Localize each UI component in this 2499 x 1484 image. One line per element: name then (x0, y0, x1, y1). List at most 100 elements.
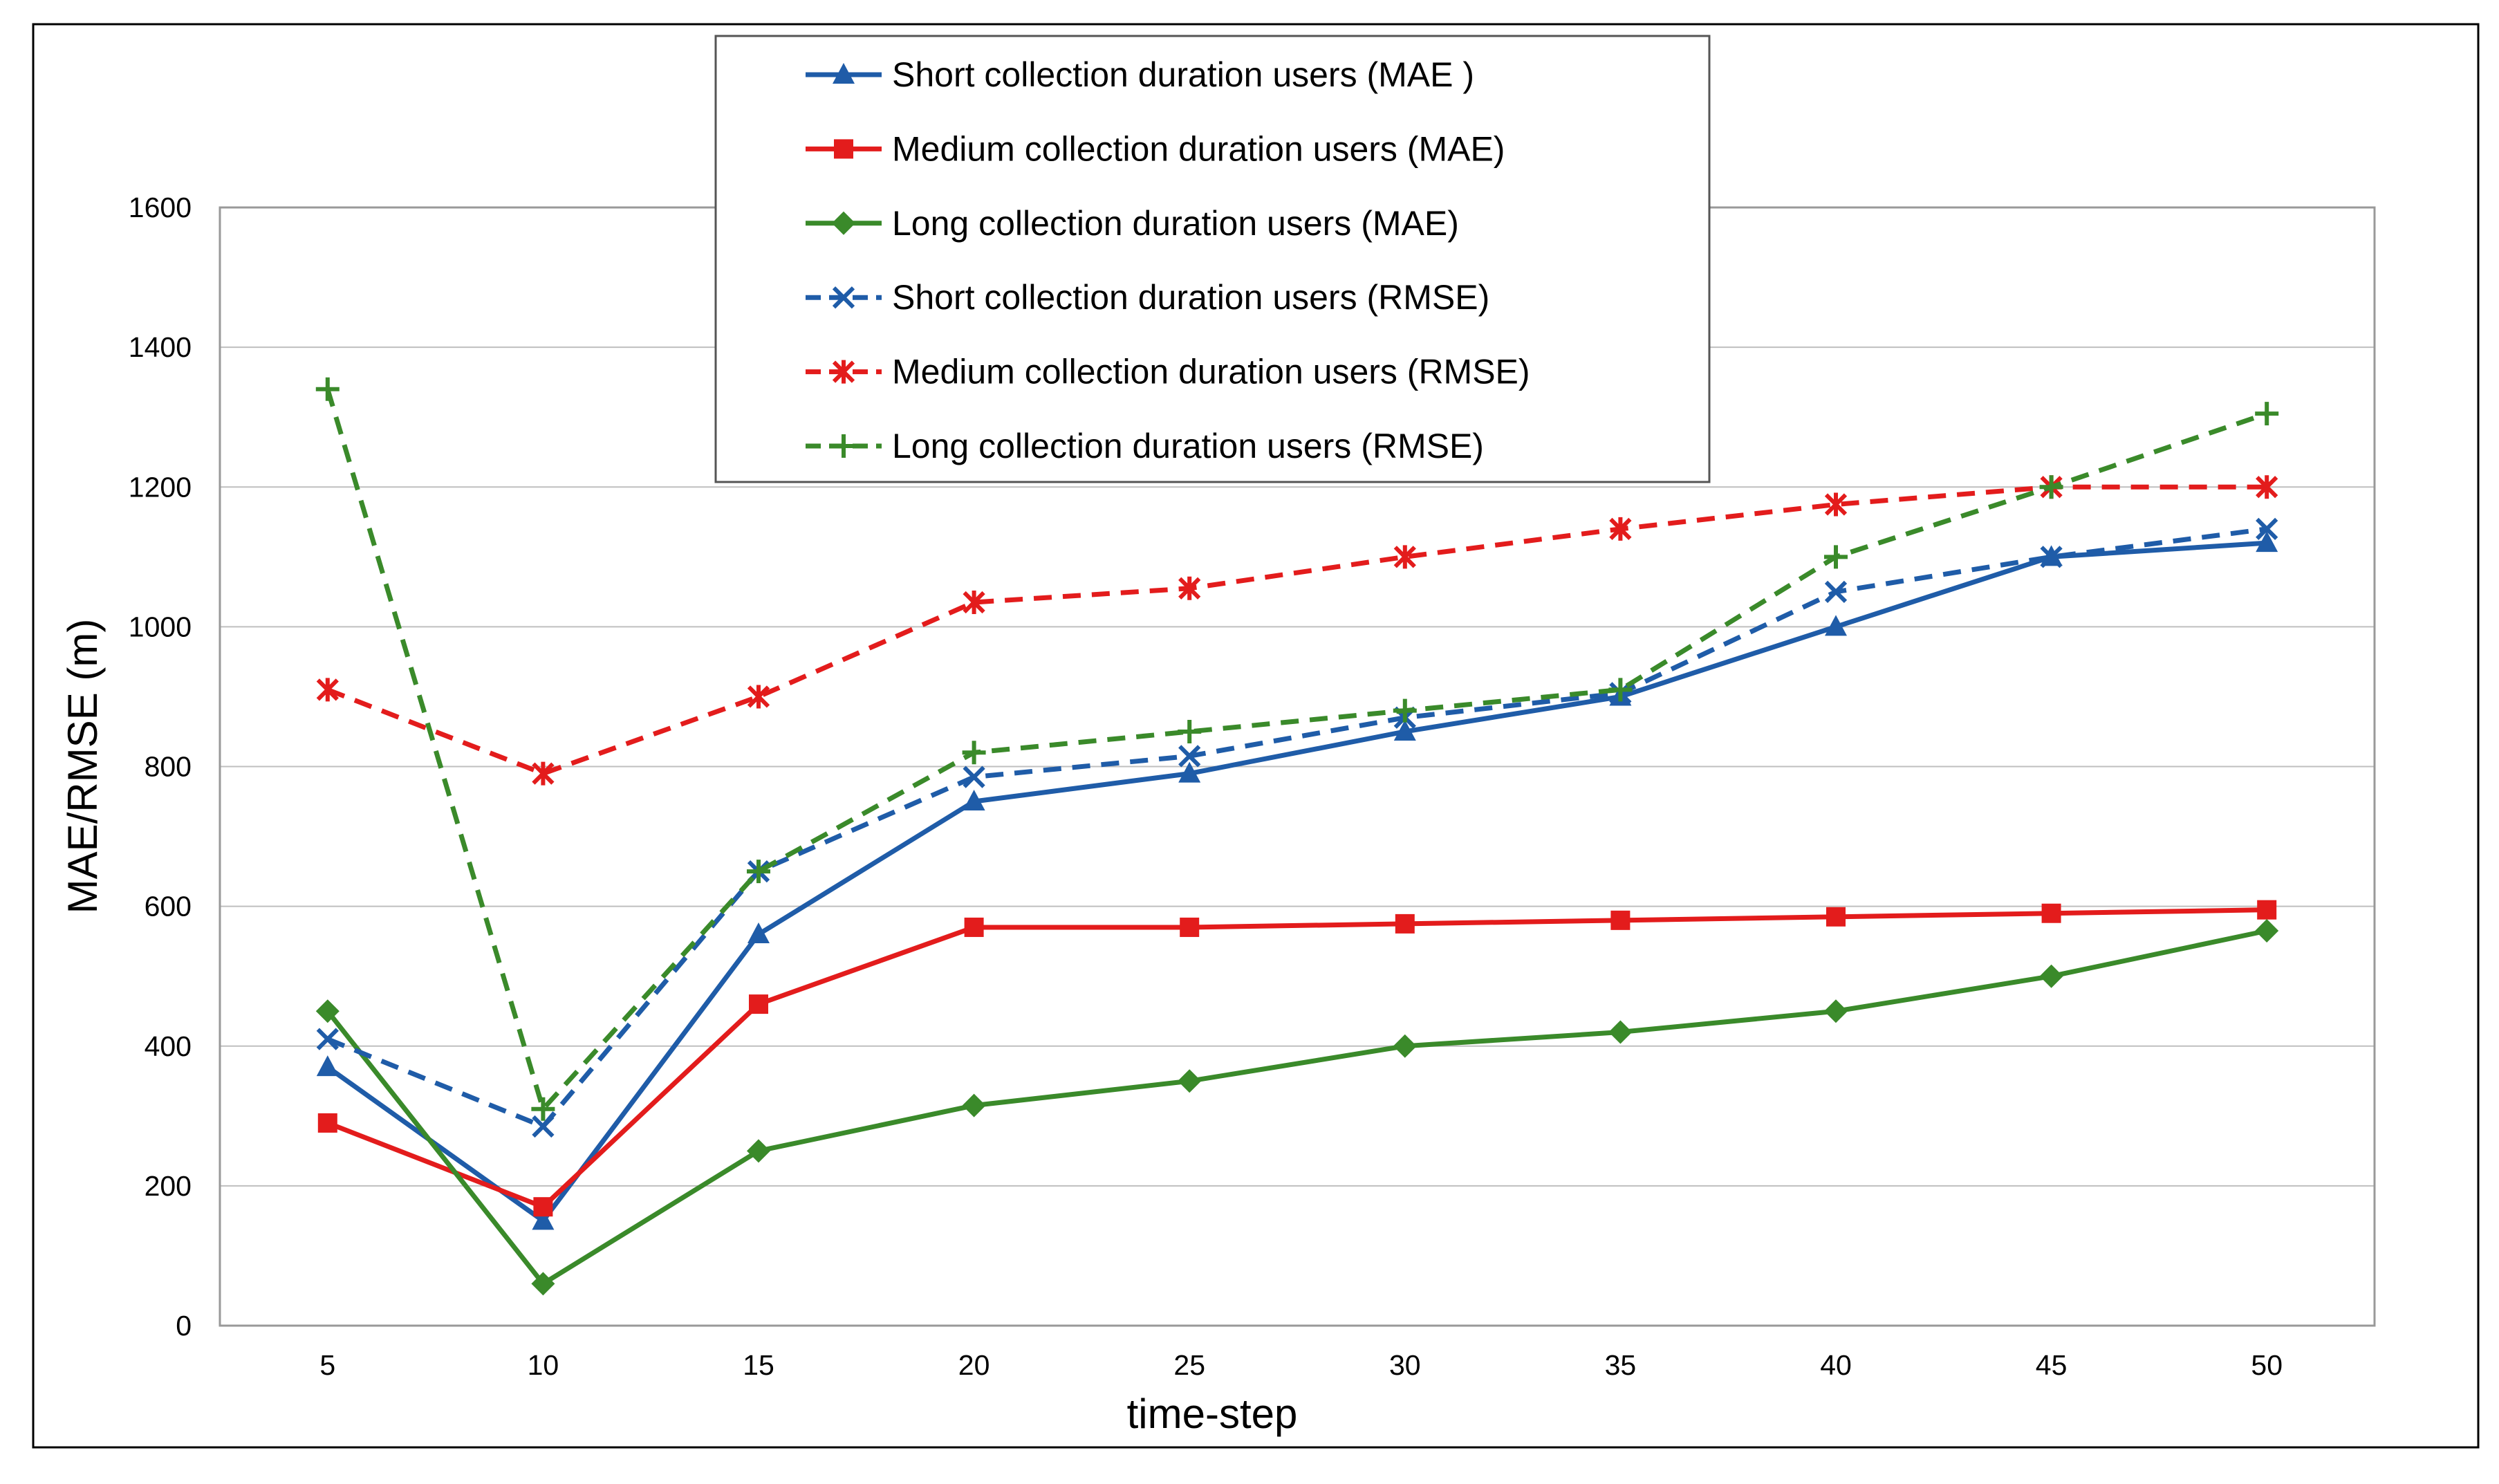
data-point (532, 761, 555, 786)
data-point (1824, 545, 1848, 569)
data-point (962, 741, 986, 765)
y-tick-label: 600 (145, 891, 192, 922)
data-point (1178, 761, 1201, 783)
data-point (2256, 531, 2278, 553)
data-point (1609, 517, 1632, 541)
data-point (531, 1097, 555, 1121)
legend-marker (832, 360, 855, 384)
data-point (1393, 1034, 1417, 1058)
y-tick-label: 800 (145, 751, 192, 783)
x-axis-title: time-step (1127, 1391, 1298, 1437)
legend: Short collection duration users (MAE ) Me… (714, 35, 1711, 483)
data-point (2039, 964, 2063, 988)
data-point (532, 1115, 555, 1138)
data-point (964, 917, 984, 937)
y-tick-label: 1600 (129, 192, 192, 223)
legend-marker (832, 211, 855, 235)
series-2 (317, 900, 2277, 1217)
x-tick-label: 40 (1820, 1349, 1852, 1381)
x-tick-label: 20 (958, 1349, 990, 1381)
series-line (326, 526, 2267, 1129)
x-tick-label: 25 (1173, 1349, 1205, 1381)
data-point (1825, 615, 1847, 636)
y-tick-label: 400 (145, 1030, 192, 1062)
data-point (747, 685, 770, 709)
legend-entry: Medium collection duration users (MAE) (806, 129, 1505, 168)
data-point (2255, 918, 2279, 943)
legend-entry: Short collection duration users (RMSE) (806, 278, 1489, 317)
legend-label: Short collection duration users (RMSE) (892, 278, 1489, 317)
gridlines (220, 346, 2375, 1187)
x-tick-label: 35 (1605, 1349, 1637, 1381)
data-point (316, 1028, 339, 1050)
legend-label: Long collection duration users (RMSE) (892, 427, 1484, 465)
data-point (316, 1055, 339, 1077)
data-point (1610, 910, 1631, 930)
data-point (1608, 1020, 1633, 1044)
y-axis-title: MAE/RMSE (m) (59, 619, 106, 914)
series-3 (315, 918, 2279, 1296)
data-point (1393, 719, 1416, 741)
data-point (1826, 907, 1846, 927)
x-tick-label: 15 (743, 1349, 774, 1381)
data-point (1824, 999, 1848, 1023)
data-point (1178, 576, 1201, 600)
legend-marker (832, 286, 855, 309)
data-point (1824, 492, 1848, 517)
data-point (747, 860, 770, 884)
data-point (1824, 580, 1848, 603)
data-point (962, 1093, 986, 1117)
data-point (749, 994, 768, 1014)
series-6 (315, 377, 2279, 1121)
legend-entry: Medium collection duration users (RMSE) (806, 353, 1530, 391)
data-point (315, 377, 340, 401)
data-point (2255, 402, 2279, 426)
data-point (747, 922, 770, 944)
data-point (1178, 745, 1201, 768)
data-point (1180, 917, 1200, 937)
legend-entry: Short collection duration users (MAE ) (806, 55, 1474, 94)
data-point (963, 790, 985, 811)
data-point (2039, 475, 2063, 499)
x-tick-label: 30 (1389, 1349, 1421, 1381)
data-point (2257, 900, 2277, 920)
data-point (531, 1272, 555, 1296)
data-point (1393, 698, 1417, 723)
data-point (316, 678, 339, 702)
series-5 (316, 475, 2278, 786)
x-axis: 5 10 15 20 25 30 35 40 45 50 (319, 1349, 2283, 1381)
legend-marker (834, 139, 853, 159)
data-point (532, 1209, 555, 1230)
x-tick-label: 10 (528, 1349, 559, 1381)
data-point (963, 766, 985, 788)
data-point (2040, 546, 2063, 568)
legend-label: Medium collection duration users (RMSE) (892, 353, 1530, 391)
data-point (2256, 475, 2278, 499)
data-point (747, 1139, 770, 1163)
legend-marker (832, 434, 855, 458)
y-tick-label: 200 (145, 1170, 192, 1202)
series-line (325, 388, 2268, 1112)
legend-marker (833, 63, 855, 84)
series-line (326, 484, 2267, 777)
series-line (326, 928, 2267, 1286)
data-point (315, 999, 340, 1023)
data-point (1393, 545, 1416, 569)
data-point (2256, 517, 2278, 541)
data-point (963, 591, 985, 615)
legend-box (714, 35, 1711, 483)
series-line (326, 907, 2267, 1209)
y-tick-label: 0 (176, 1310, 192, 1342)
data-point (1395, 913, 1415, 934)
data-point (317, 1113, 337, 1133)
data-point (1178, 719, 1202, 743)
series-line (326, 540, 2267, 1223)
x-tick-label: 5 (319, 1349, 335, 1381)
y-tick-label: 1200 (129, 471, 192, 503)
series-group (315, 377, 2279, 1296)
legend-entry: Long collection duration users (RMSE) (806, 427, 1484, 465)
x-tick-label: 45 (2036, 1349, 2068, 1381)
x-tick-label: 50 (2251, 1349, 2283, 1381)
data-point (533, 1197, 553, 1217)
